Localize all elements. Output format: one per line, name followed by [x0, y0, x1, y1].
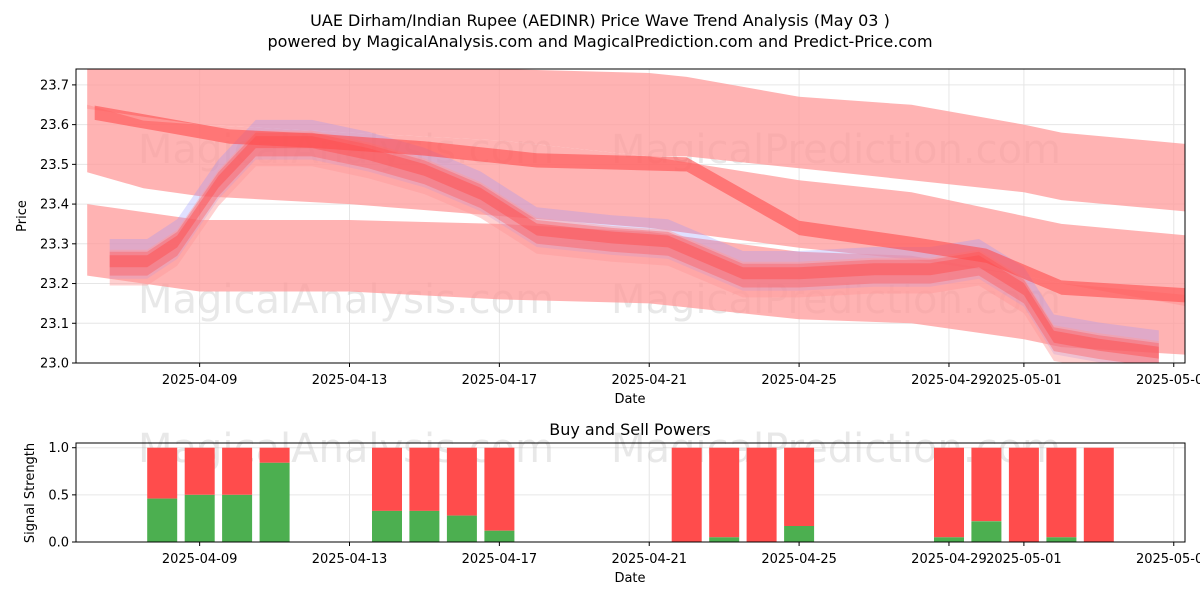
price-x-tick-label: 2025-04-29: [911, 373, 987, 388]
sell-power-bar: [934, 447, 964, 538]
sell-power-bar: [784, 447, 815, 526]
signal-x-tick-label: 2025-05-01: [986, 552, 1062, 567]
sell-power-bar: [1046, 447, 1077, 538]
price-y-tick-label: 23.2: [40, 277, 69, 292]
signal-x-tick-label: 2025-04-29: [911, 552, 987, 567]
buy-power-bar: [1196, 537, 1200, 542]
sell-power-bar: [259, 447, 290, 463]
price-y-tick-label: 23.1: [40, 317, 69, 332]
price-y-tick-label: 23.3: [40, 237, 69, 252]
price-y-label: Price: [15, 200, 30, 232]
sell-power-bar: [184, 447, 215, 495]
sell-power-bar: [484, 447, 515, 531]
sell-power-bar: [372, 447, 402, 511]
sell-power-bar: [746, 447, 777, 542]
price-x-tick-label: 2025-04-25: [761, 373, 837, 388]
buy-power-bar: [484, 530, 515, 542]
wave-band-0: [87, 69, 1185, 212]
signal-x-tick-label: 2025-04-25: [761, 552, 837, 567]
sell-power-bar: [147, 447, 178, 499]
buy-power-bar: [372, 510, 402, 542]
buy-power-bar: [147, 498, 178, 542]
sell-power-bar: [446, 447, 477, 516]
price-x-tick-label: 2025-04-13: [312, 373, 388, 388]
price-y-tick-label: 23.6: [40, 118, 69, 133]
price-chart: MagicalAnalysis.com MagicalPrediction.co…: [15, 68, 1200, 407]
price-wave-layer: [109, 136, 1159, 359]
price-x-tick-label: 2025-04-17: [462, 373, 538, 388]
signal-x-ticks: 2025-04-09 2025-04-13 2025-04-17 2025-04-21…: [162, 542, 1200, 567]
buy-power-bar: [1046, 537, 1077, 542]
sell-power-bar: [971, 447, 1002, 522]
price-x-tick-label: 2025-04-09: [162, 373, 238, 388]
price-series: [87, 69, 1185, 363]
buy-power-bar: [259, 462, 290, 542]
chart-title: UAE Dirham/Indian Rupee (AEDINR) Price W…: [310, 11, 890, 30]
price-x-tick-label: 2025-05-01: [986, 373, 1062, 388]
price-x-label: Date: [614, 392, 645, 407]
sell-power-bar: [671, 447, 702, 542]
signal-bars: [147, 447, 1200, 542]
price-wave-layer: [109, 119, 1159, 363]
price-wave-layer: [109, 130, 1159, 363]
buy-power-bar: [446, 515, 477, 542]
price-x-tick-label: 2025-05-05: [1136, 373, 1200, 388]
sell-power-bar: [709, 447, 740, 538]
price-plot-frame: [75, 68, 1186, 364]
buy-power-bar: [184, 494, 215, 542]
signal-x-tick-label: 2025-04-21: [611, 552, 687, 567]
sell-power-bar: [409, 447, 440, 511]
price-x-ticks: 2025-04-09 2025-04-13 2025-04-17 2025-04-21…: [162, 363, 1200, 388]
price-y-tick-label: 23.4: [40, 198, 69, 213]
buy-power-bar: [709, 537, 740, 542]
price-x-tick-label: 2025-04-21: [611, 373, 687, 388]
trend-line-band: [94, 105, 1185, 303]
signal-x-tick-label: 2025-04-13: [312, 552, 388, 567]
signal-x-label: Date: [614, 571, 645, 586]
signal-x-tick-label: 2025-05-05: [1136, 552, 1200, 567]
buy-power-bar: [409, 510, 440, 542]
buy-power-bar: [934, 537, 964, 542]
price-y-tick-label: 23.0: [40, 357, 69, 372]
sell-power-bar: [1083, 447, 1114, 542]
price-wave-layer: [109, 132, 1159, 363]
signal-chart-title: Buy and Sell Powers: [549, 420, 711, 439]
price-y-ticks: 23.0 23.1 23.2 23.3 23.4 23.5 23.6 23.7: [40, 78, 76, 372]
sell-power-bar: [1196, 448, 1200, 538]
buy-power-bar: [971, 521, 1002, 542]
sell-power-bar: [1008, 447, 1039, 542]
signal-chart: Buy and Sell Powers MagicalAnalysis.com …: [23, 420, 1200, 586]
buy-power-bar: [222, 494, 253, 542]
sell-power-bar: [222, 447, 253, 495]
signal-y-tick-label: 0.0: [48, 536, 69, 551]
signal-x-tick-label: 2025-04-09: [162, 552, 238, 567]
signal-y-tick-label: 1.0: [48, 441, 69, 456]
price-y-tick-label: 23.5: [40, 158, 69, 173]
buy-power-bar: [784, 526, 815, 542]
signal-y-label: Signal Strength: [23, 443, 38, 543]
signal-y-tick-label: 0.5: [48, 488, 69, 503]
signal-y-ticks: 0.0 0.5 1.0: [48, 441, 76, 551]
wave-band-2: [87, 204, 1185, 355]
signal-plot-frame: [75, 442, 1186, 543]
signal-x-tick-label: 2025-04-17: [462, 552, 538, 567]
price-y-tick-label: 23.7: [40, 78, 69, 93]
chart-subtitle: powered by MagicalAnalysis.com and Magic…: [267, 32, 932, 51]
